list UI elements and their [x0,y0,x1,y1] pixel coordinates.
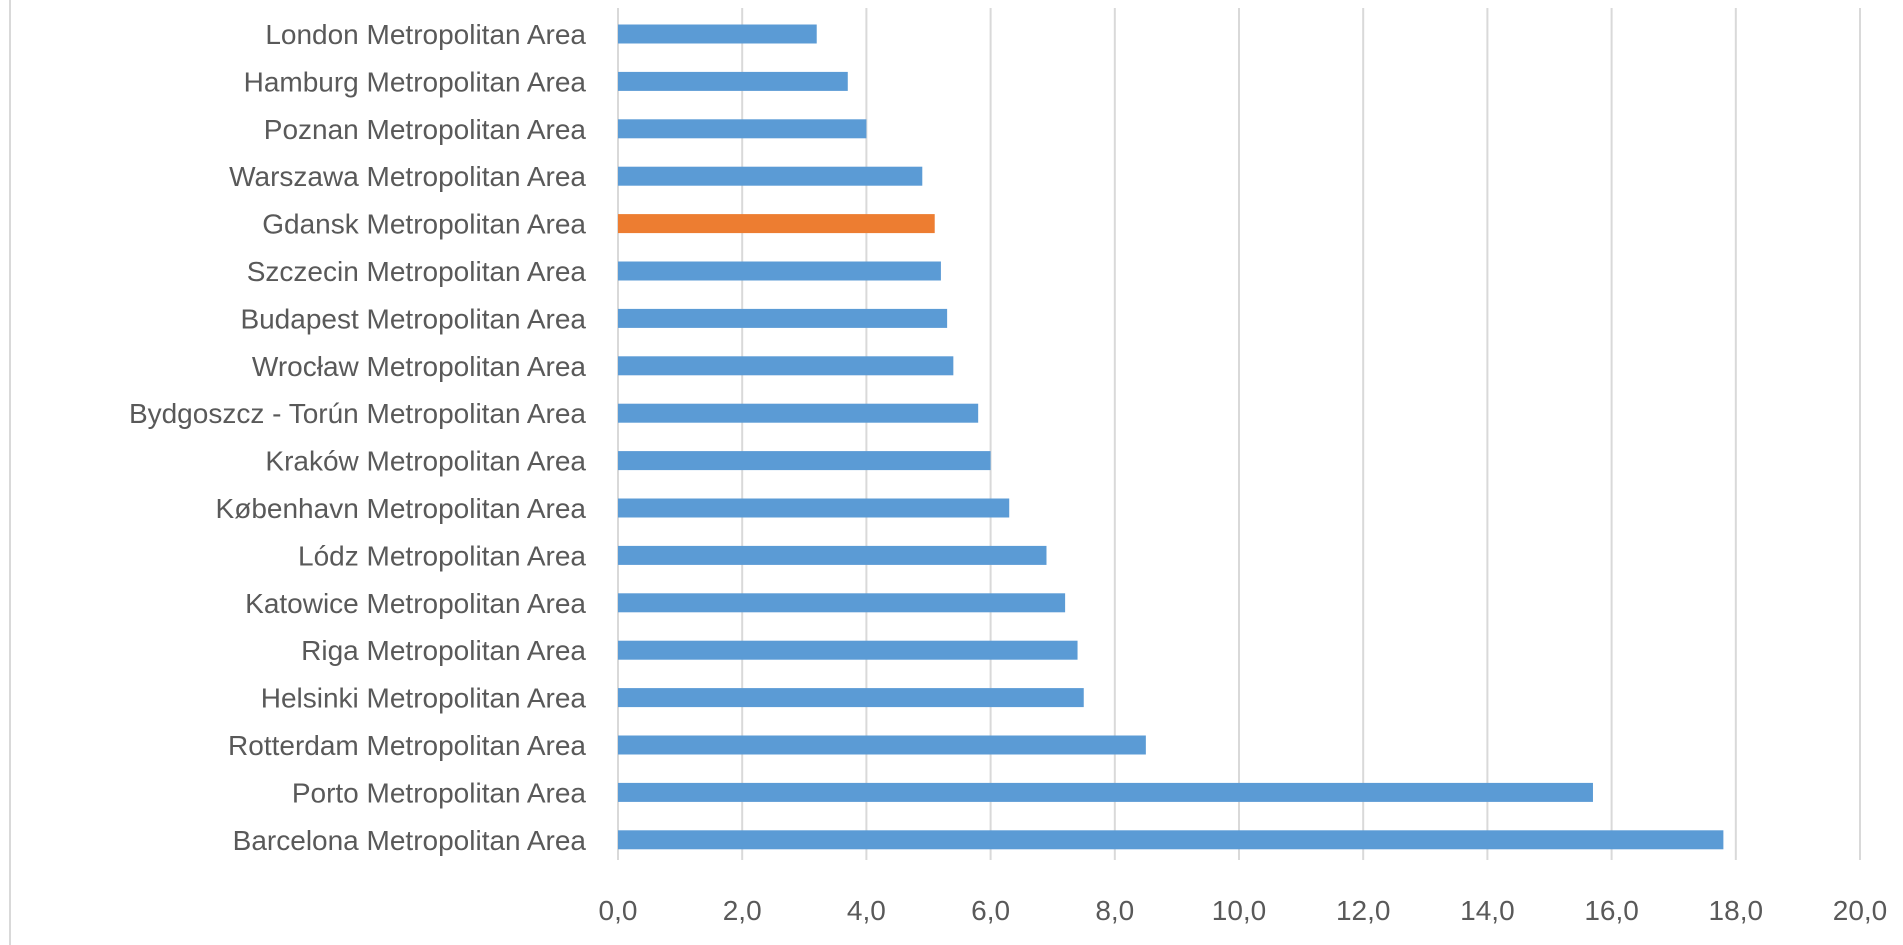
category-label: Helsinki Metropolitan Area [261,683,587,714]
category-label: København Metropolitan Area [216,493,587,524]
x-tick-label: 12,0 [1336,895,1391,926]
category-label: Lódz Metropolitan Area [298,540,586,571]
x-tick-label: 18,0 [1709,895,1764,926]
x-tick-label: 20,0 [1833,895,1888,926]
x-tick-label: 14,0 [1460,895,1515,926]
gridlines [617,8,1861,860]
category-label: Riga Metropolitan Area [301,635,586,666]
category-label: Szczecin Metropolitan Area [247,256,587,287]
x-tick-labels: 0,0 2,0 4,0 6,0 8,0 10,0 12,0 14,0 16,0 18,0 20,0 [599,895,1888,926]
category-label: Warszawa Metropolitan Area [229,161,586,192]
bar [618,688,1084,708]
category-label: Budapest Metropolitan Area [240,303,586,334]
category-labels: London Metropolitan Area Hamburg Metropol… [129,19,586,856]
bar [618,498,1010,518]
x-tick-label: 2,0 [723,895,762,926]
bar [618,166,923,186]
category-label: Poznan Metropolitan Area [264,114,587,145]
category-label: Hamburg Metropolitan Area [244,66,587,97]
bar [618,71,848,91]
bar [618,782,1593,802]
category-label: Barcelona Metropolitan Area [233,825,587,856]
bar [618,640,1078,660]
category-label: Kraków Metropolitan Area [265,446,586,477]
category-label: Gdansk Metropolitan Area [262,209,586,240]
bar-highlighted [618,214,935,234]
bar [618,403,979,423]
bar [618,308,948,328]
category-label: Porto Metropolitan Area [292,777,587,808]
category-label: Bydgoszcz - Torún Metropolitan Area [129,398,586,429]
bar [618,545,1047,565]
x-tick-label: 16,0 [1584,895,1639,926]
category-label: Wrocław Metropolitan Area [252,351,587,382]
bar [618,830,1724,850]
category-label: London Metropolitan Area [265,19,586,50]
x-tick-label: 0,0 [599,895,638,926]
bar [618,24,817,44]
x-tick-label: 6,0 [971,895,1010,926]
bars [618,24,1724,850]
bar [618,356,954,376]
x-tick-label: 10,0 [1212,895,1267,926]
x-tick-label: 8,0 [1095,895,1134,926]
category-label: Rotterdam Metropolitan Area [228,730,586,761]
bar [618,451,991,471]
bar [618,593,1066,613]
bar [618,261,941,281]
category-label: Katowice Metropolitan Area [245,588,586,619]
x-tick-label: 4,0 [847,895,886,926]
bar [618,119,867,139]
bar [618,735,1146,755]
